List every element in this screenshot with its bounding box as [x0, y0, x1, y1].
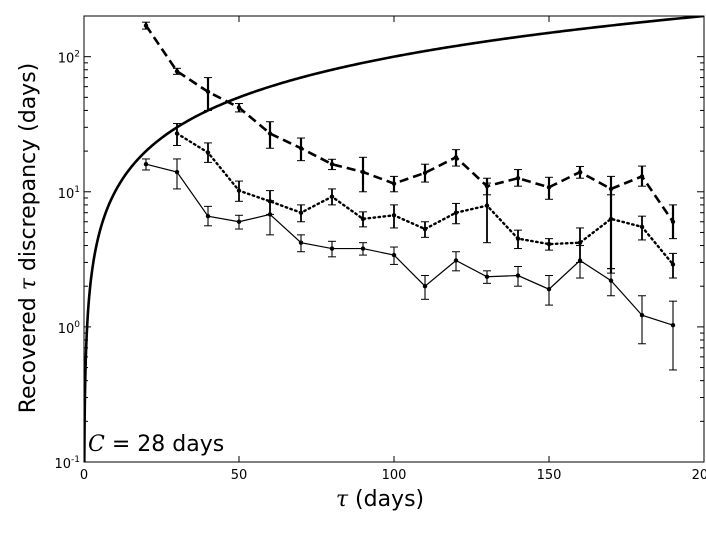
y-axis-label-suffix: discrepancy (days) [16, 63, 41, 278]
series-line-dotted [175, 132, 675, 266]
y-tick-label: 102 [58, 50, 80, 67]
data-point [484, 203, 490, 208]
data-point [639, 174, 645, 179]
y-axis-label-prefix: Recovered [16, 290, 41, 413]
data-point [360, 246, 366, 251]
data-point [546, 287, 552, 292]
x-tick-labels: 0 50 100 150 200 [80, 468, 706, 483]
data-point [453, 210, 459, 215]
data-point [670, 322, 676, 328]
data-point [329, 194, 335, 199]
data-point [453, 155, 459, 160]
data-point [360, 169, 366, 175]
data-point [329, 162, 335, 167]
data-point [391, 252, 397, 258]
data-point [670, 262, 676, 267]
data-point [639, 313, 645, 318]
data-point [546, 185, 552, 190]
data-point [422, 170, 428, 176]
data-point [577, 169, 583, 175]
data-point [391, 181, 397, 186]
data-point [453, 258, 459, 263]
data-point [205, 89, 211, 94]
data-point [205, 150, 211, 155]
data-point [174, 69, 180, 74]
data-point [422, 284, 428, 289]
data-point [143, 162, 149, 167]
x-tick-label: 0 [80, 468, 88, 483]
data-point [484, 274, 490, 279]
data-point [174, 131, 180, 136]
data-point [236, 219, 242, 224]
data-point [577, 240, 583, 245]
x-tick-label: 50 [231, 468, 248, 483]
data-point [205, 213, 211, 219]
x-tick-label: 200 [692, 468, 706, 483]
x-tick-label: 100 [382, 468, 407, 483]
reference-curve-line [84, 16, 704, 462]
data-point [360, 216, 366, 222]
data-point [143, 23, 149, 28]
data-point [298, 240, 304, 245]
data-point [298, 146, 304, 151]
data-point [577, 258, 583, 263]
data-point [546, 241, 552, 247]
data-point [422, 226, 428, 232]
series-line-solid-thin [145, 163, 674, 326]
y-tick-label: 10-1 [54, 455, 80, 472]
tick-marks [83, 16, 705, 463]
y-tick-label: 101 [58, 185, 80, 202]
x-axis-label-text: (days) [348, 487, 424, 512]
annotation-text: = 28 days [105, 432, 224, 457]
data-point [608, 216, 614, 222]
data-point [515, 273, 521, 278]
data-point [608, 278, 614, 283]
y-tick-label: 100 [58, 320, 81, 337]
data-point [267, 131, 273, 136]
data-point [608, 186, 614, 192]
data-point [267, 212, 273, 217]
series-dotted [173, 123, 677, 279]
data-point [639, 224, 645, 230]
y-axis-label: Recovered τ discrepancy (days) [16, 63, 41, 414]
data-point [174, 169, 180, 175]
data-point [329, 246, 335, 251]
y-axis-label-symbol: τ [16, 277, 41, 290]
data-point [298, 210, 304, 215]
series-solid-thin [142, 158, 677, 371]
annotation: C = 28 days [88, 432, 224, 457]
series-dashed [142, 21, 677, 274]
data-point [236, 105, 242, 110]
plot-series [84, 16, 704, 462]
x-axis-label-symbol: τ [336, 487, 349, 512]
data-point [515, 236, 521, 241]
x-tick-label: 150 [537, 468, 562, 483]
data-point [236, 188, 242, 193]
data-point [391, 213, 397, 218]
plot-area [84, 16, 704, 462]
data-point [670, 219, 676, 224]
annotation-symbol: C [88, 432, 105, 457]
x-axis-label: τ (days) [336, 487, 424, 512]
data-point [515, 176, 521, 181]
y-tick-labels: 10-1 100 101 102 [54, 50, 80, 472]
